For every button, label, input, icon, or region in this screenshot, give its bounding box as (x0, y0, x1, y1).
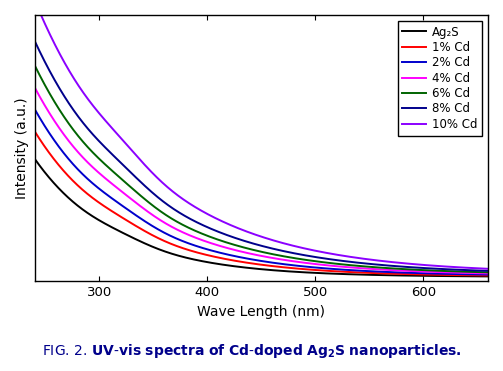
8% Cd (472, 268, 478, 273)
Ag₂S (32, 157, 38, 161)
Line: 10% Cd: 10% Cd (35, 0, 488, 269)
Line: 6% Cd: 6% Cd (35, 65, 488, 272)
6% Cd (32, 63, 38, 67)
2% Cd (240, 256, 246, 260)
6% Cd (240, 245, 246, 249)
Ag₂S (485, 274, 491, 279)
2% Cd (389, 270, 395, 275)
10% Cd (252, 232, 258, 237)
10% Cd (472, 266, 478, 270)
2% Cd (55, 143, 61, 147)
2% Cd (472, 272, 478, 277)
Ag₂S (252, 266, 258, 271)
Line: 2% Cd: 2% Cd (35, 109, 488, 275)
8% Cd (389, 263, 395, 268)
4% Cd (472, 271, 478, 275)
2% Cd (252, 258, 258, 262)
2% Cd (472, 272, 478, 277)
Line: 4% Cd: 4% Cd (35, 87, 488, 273)
Line: Ag₂S: Ag₂S (35, 159, 488, 276)
4% Cd (32, 85, 38, 89)
4% Cd (389, 268, 395, 272)
1% Cd (55, 162, 61, 166)
1% Cd (472, 273, 478, 278)
4% Cd (240, 250, 246, 254)
Legend: Ag₂S, 1% Cd, 2% Cd, 4% Cd, 6% Cd, 8% Cd, 10% Cd: Ag₂S, 1% Cd, 2% Cd, 4% Cd, 6% Cd, 8% Cd,… (398, 21, 482, 135)
10% Cd (389, 260, 395, 264)
2% Cd (485, 272, 491, 277)
8% Cd (485, 269, 491, 273)
4% Cd (55, 124, 61, 128)
4% Cd (472, 271, 478, 275)
Ag₂S (389, 273, 395, 278)
Ag₂S (55, 185, 61, 190)
10% Cd (472, 266, 478, 270)
4% Cd (485, 271, 491, 276)
X-axis label: Wave Length (nm): Wave Length (nm) (197, 305, 325, 319)
1% Cd (252, 262, 258, 266)
10% Cd (32, 0, 38, 2)
Ag₂S (472, 274, 478, 279)
6% Cd (472, 270, 478, 274)
4% Cd (252, 252, 258, 257)
1% Cd (389, 272, 395, 276)
Y-axis label: Intensity (a.u.): Intensity (a.u.) (15, 98, 29, 199)
10% Cd (485, 267, 491, 271)
Text: FIG. 2. $\mathbf{UV}$-$\mathbf{vis\ spectra\ of\ Cd}$-$\mathbf{doped\ Ag_2S\ nan: FIG. 2. $\mathbf{UV}$-$\mathbf{vis\ spec… (42, 342, 461, 360)
Ag₂S (472, 274, 478, 279)
Line: 1% Cd: 1% Cd (35, 131, 488, 275)
1% Cd (485, 273, 491, 278)
8% Cd (472, 268, 478, 273)
8% Cd (55, 83, 61, 88)
1% Cd (32, 129, 38, 133)
6% Cd (55, 105, 61, 109)
1% Cd (472, 273, 478, 278)
6% Cd (472, 270, 478, 274)
10% Cd (240, 228, 246, 232)
8% Cd (32, 39, 38, 43)
2% Cd (32, 107, 38, 111)
8% Cd (240, 238, 246, 243)
6% Cd (252, 248, 258, 253)
8% Cd (252, 242, 258, 246)
1% Cd (240, 260, 246, 264)
Line: 8% Cd: 8% Cd (35, 41, 488, 271)
10% Cd (55, 48, 61, 52)
6% Cd (485, 270, 491, 275)
6% Cd (389, 266, 395, 270)
Ag₂S (240, 265, 246, 269)
